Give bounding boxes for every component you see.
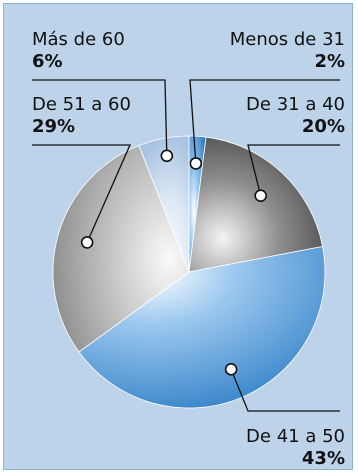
leader-dot-4 <box>80 236 94 249</box>
slice-label-5: Más de 60 <box>32 29 125 50</box>
pie-slice-4 <box>52 145 190 353</box>
leader-dot-5 <box>160 149 174 163</box>
leader-dot-1 <box>189 157 203 170</box>
slice-value-3: 43% <box>302 448 345 469</box>
slice-label-3: De 41 a 50 <box>246 426 345 447</box>
slice-label-1: Menos de 31 <box>230 29 345 50</box>
slice-label-2: De 31 a 40 <box>246 94 345 115</box>
leader-line-1 <box>189 79 340 164</box>
leader-dot-2 <box>254 189 267 202</box>
leader-line-2 <box>247 144 340 196</box>
slice-value-4: 29% <box>32 116 75 137</box>
pie-slice-3 <box>78 246 326 409</box>
slice-label-4: De 51 a 60 <box>32 94 131 115</box>
leader-line-5 <box>32 79 168 156</box>
pie-slice-2 <box>188 136 324 273</box>
leader-dot-3 <box>224 363 238 376</box>
slice-value-2: 20% <box>302 116 345 137</box>
leader-line-4 <box>32 144 131 243</box>
pie-slice-5 <box>138 135 190 273</box>
leader-line-3 <box>230 369 340 412</box>
slice-value-1: 2% <box>314 51 345 72</box>
slice-value-5: 6% <box>32 51 63 72</box>
